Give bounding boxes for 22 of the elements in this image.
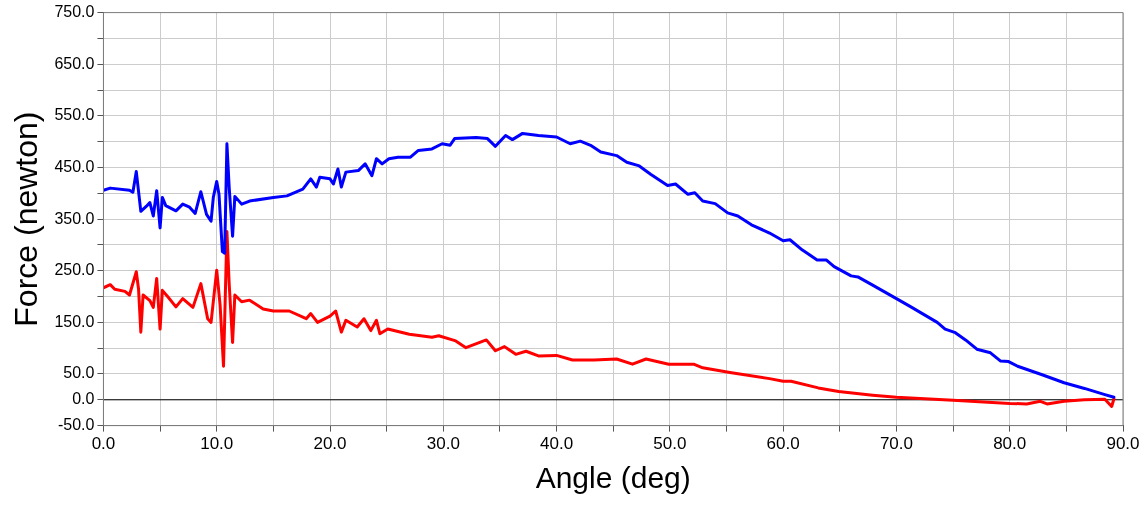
x-tick-label: 0.0 <box>91 434 116 454</box>
y-tick-label: 650.0 <box>54 54 95 72</box>
x-tick-label: 90.0 <box>1106 434 1140 454</box>
y-tick-label: 750.0 <box>54 3 95 21</box>
x-axis-title: Angle (deg) <box>535 461 691 495</box>
y-tick-label: 350.0 <box>54 209 95 227</box>
x-tick-label: 40.0 <box>540 434 574 454</box>
x-tick-label: 60.0 <box>766 434 800 454</box>
x-tick-label: 80.0 <box>993 434 1027 454</box>
x-tick-label: 50.0 <box>653 434 687 454</box>
y-tick-label: 50.0 <box>63 364 95 382</box>
y-tick-label: 0.0 <box>72 390 95 408</box>
y-tick-label: 250.0 <box>54 261 95 279</box>
y-tick-label: 450.0 <box>54 157 95 175</box>
y-axis-title: Force (newton) <box>8 111 45 327</box>
y-tick-label: 550.0 <box>54 106 95 124</box>
y-tick-label: 150.0 <box>54 312 95 330</box>
x-tick-label: 20.0 <box>313 434 347 454</box>
x-tick-label: 10.0 <box>200 434 234 454</box>
y-tick-label: -50.0 <box>57 416 95 434</box>
x-tick-label: 30.0 <box>426 434 460 454</box>
x-tick-label: 70.0 <box>879 434 913 454</box>
